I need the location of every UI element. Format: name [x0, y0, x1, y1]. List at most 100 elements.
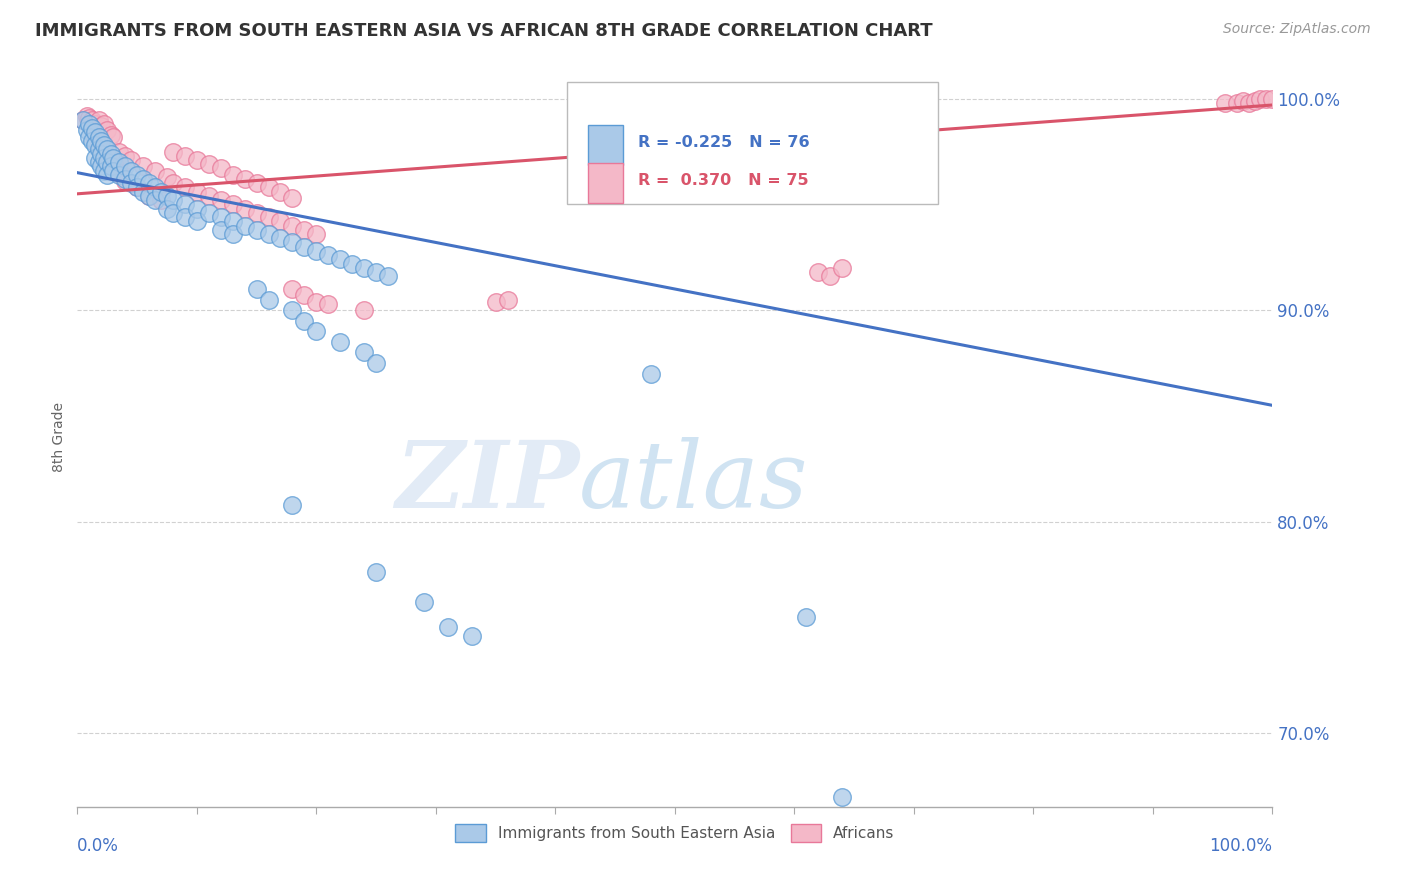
Point	[87, 112, 110, 127]
Point	[96, 123, 118, 137]
Point	[100, 146, 122, 161]
Text: IMMIGRANTS FROM SOUTH EASTERN ASIA VS AFRICAN 8TH GRADE CORRELATION CHART: IMMIGRANTS FROM SOUTH EASTERN ASIA VS AF…	[35, 22, 932, 40]
Text: ZIP: ZIP	[395, 436, 579, 526]
Point	[807, 265, 830, 279]
Point	[209, 223, 232, 237]
Point	[84, 134, 107, 148]
Point	[281, 282, 304, 296]
Y-axis label: 8th Grade: 8th Grade	[52, 402, 66, 472]
Point	[143, 163, 166, 178]
Point	[72, 112, 94, 127]
Point	[1237, 95, 1260, 110]
Point	[90, 145, 112, 159]
Point	[233, 202, 256, 216]
Point	[292, 288, 315, 302]
Point	[257, 293, 280, 307]
Point	[108, 145, 131, 159]
Point	[108, 155, 131, 169]
Point	[246, 223, 269, 237]
Point	[318, 248, 340, 262]
Point	[329, 252, 352, 267]
Point	[796, 610, 818, 624]
Point	[132, 159, 155, 173]
Point	[233, 172, 256, 186]
Point	[120, 163, 142, 178]
Point	[281, 235, 304, 250]
Point	[96, 142, 118, 156]
FancyBboxPatch shape	[588, 125, 623, 165]
Legend: Immigrants from South Eastern Asia, Africans: Immigrants from South Eastern Asia, Afri…	[449, 818, 901, 847]
Point	[100, 159, 122, 173]
Point	[257, 210, 280, 224]
Point	[80, 121, 103, 136]
Point	[174, 180, 197, 194]
Point	[103, 159, 124, 173]
Point	[820, 269, 842, 284]
Point	[1213, 95, 1236, 110]
Point	[305, 324, 328, 338]
Point	[100, 128, 122, 142]
Point	[366, 566, 388, 580]
Point	[138, 189, 160, 203]
Point	[120, 176, 142, 190]
Point	[174, 210, 197, 224]
Point	[281, 498, 304, 512]
Point	[79, 117, 101, 131]
Point	[305, 244, 328, 258]
Point	[72, 112, 94, 127]
Point	[111, 169, 134, 184]
Point	[831, 789, 853, 804]
Point	[108, 166, 131, 180]
Point	[353, 303, 375, 318]
Point	[257, 180, 280, 194]
Point	[1261, 92, 1284, 106]
Point	[640, 367, 662, 381]
Point	[209, 161, 232, 176]
Point	[162, 206, 184, 220]
Point	[132, 185, 155, 199]
Point	[246, 282, 269, 296]
Point	[461, 629, 484, 643]
Point	[257, 227, 280, 241]
Point	[76, 109, 98, 123]
Point	[305, 227, 328, 241]
Point	[87, 129, 110, 144]
Point	[1250, 92, 1272, 106]
Point	[143, 180, 166, 194]
Point	[79, 111, 101, 125]
Point	[342, 257, 364, 271]
Point	[318, 297, 340, 311]
Point	[270, 214, 292, 228]
Point	[174, 149, 197, 163]
Point	[281, 219, 304, 233]
Point	[127, 168, 149, 182]
Point	[87, 155, 110, 169]
Point	[156, 169, 179, 184]
Point	[413, 595, 436, 609]
Text: 100.0%: 100.0%	[1209, 837, 1272, 855]
Point	[87, 138, 110, 153]
Point	[96, 155, 118, 169]
Point	[353, 260, 375, 275]
Point	[84, 117, 107, 131]
Point	[186, 202, 208, 216]
Point	[366, 265, 388, 279]
Point	[186, 185, 208, 199]
Point	[150, 193, 173, 207]
Point	[90, 146, 112, 161]
Point	[197, 206, 219, 220]
Point	[90, 119, 112, 133]
Point	[162, 193, 184, 207]
Point	[132, 172, 155, 186]
Point	[103, 151, 124, 165]
Point	[108, 168, 131, 182]
Point	[84, 151, 107, 165]
Point	[305, 294, 328, 309]
Point	[120, 153, 142, 167]
Point	[103, 129, 124, 144]
Point	[366, 356, 388, 370]
Point	[292, 240, 315, 254]
Point	[76, 123, 98, 137]
Point	[484, 294, 508, 309]
Point	[127, 180, 149, 194]
